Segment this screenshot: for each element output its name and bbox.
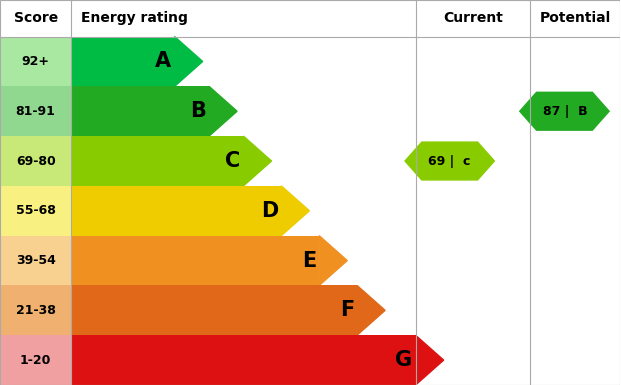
Polygon shape: [405, 142, 494, 180]
Text: A: A: [155, 52, 171, 72]
Polygon shape: [175, 37, 202, 86]
Text: 21-38: 21-38: [16, 304, 56, 317]
Text: D: D: [261, 201, 278, 221]
Text: 39-54: 39-54: [16, 254, 56, 267]
Bar: [71, 335, 415, 385]
Text: 69-80: 69-80: [16, 154, 55, 167]
Text: E: E: [302, 251, 316, 271]
Bar: [0, 186, 71, 236]
Polygon shape: [357, 285, 385, 335]
Text: C: C: [225, 151, 240, 171]
Bar: [71, 86, 209, 136]
Bar: [0, 37, 71, 86]
Polygon shape: [415, 335, 443, 385]
Text: Score: Score: [14, 11, 58, 25]
Text: Current: Current: [443, 11, 503, 25]
Polygon shape: [319, 236, 347, 285]
Bar: [0, 285, 71, 335]
Text: 87 |  B: 87 | B: [543, 105, 587, 118]
Bar: [0, 335, 71, 385]
Bar: [0, 86, 71, 136]
Bar: [0, 136, 71, 186]
Polygon shape: [243, 136, 271, 186]
Text: F: F: [340, 300, 354, 320]
Bar: [71, 236, 319, 285]
Text: Energy rating: Energy rating: [81, 11, 188, 25]
Text: 92+: 92+: [22, 55, 50, 68]
Text: G: G: [396, 350, 412, 370]
Bar: [0, 236, 71, 285]
Bar: [71, 186, 281, 236]
Text: B: B: [190, 101, 206, 121]
Text: 1-20: 1-20: [20, 353, 52, 367]
Text: 81-91: 81-91: [16, 105, 56, 118]
Text: 69 |  c: 69 | c: [428, 154, 470, 167]
Polygon shape: [281, 186, 309, 236]
Bar: [71, 37, 175, 86]
Text: Potential: Potential: [540, 11, 611, 25]
Bar: [71, 285, 357, 335]
Polygon shape: [209, 86, 237, 136]
Polygon shape: [520, 92, 609, 130]
Bar: [71, 136, 243, 186]
Text: 55-68: 55-68: [16, 204, 56, 217]
